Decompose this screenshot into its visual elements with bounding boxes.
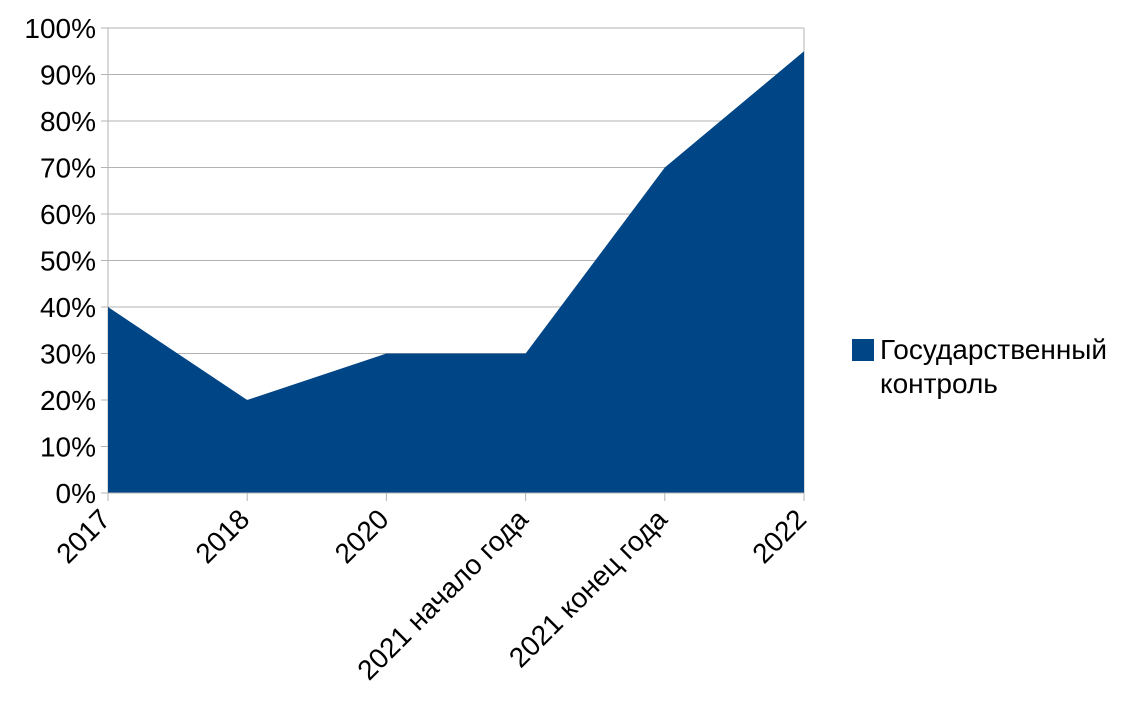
y-tick-label: 40%: [40, 292, 96, 323]
x-tick-label: 2022: [746, 503, 812, 569]
y-tick-label: 0%: [56, 478, 96, 509]
y-tick-label: 60%: [40, 199, 96, 230]
y-tick-label: 70%: [40, 153, 96, 184]
x-tick-label: 2018: [189, 503, 255, 569]
x-tick-label: 2017: [50, 503, 116, 569]
y-tick-label: 10%: [40, 432, 96, 463]
series-area-0: [108, 51, 804, 493]
y-tick-label: 90%: [40, 60, 96, 91]
y-tick-label: 50%: [40, 246, 96, 277]
y-tick-label: 20%: [40, 385, 96, 416]
legend-label: Государственный контроль: [880, 334, 1108, 399]
y-tick-label: 100%: [24, 13, 96, 44]
y-tick-label: 80%: [40, 106, 96, 137]
x-tick-label: 2020: [329, 503, 395, 569]
legend-swatch: [852, 339, 874, 361]
y-tick-label: 30%: [40, 339, 96, 370]
